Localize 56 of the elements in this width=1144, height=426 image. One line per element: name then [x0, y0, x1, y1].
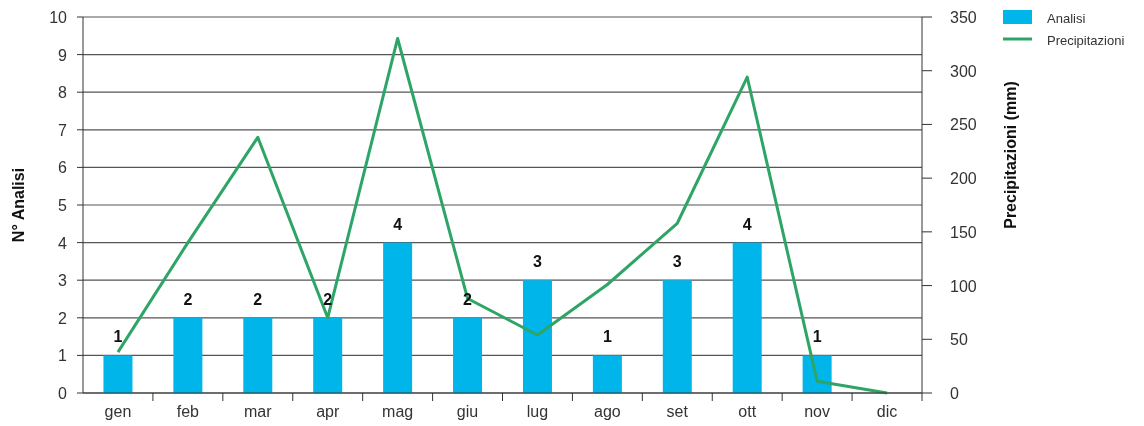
x-tick-label: nov	[804, 403, 831, 420]
x-tick-label: set	[666, 403, 689, 420]
y-tick-label: 7	[58, 121, 68, 139]
y-tick-label: 1	[58, 347, 68, 365]
y2-tick-label: 50	[950, 331, 968, 349]
x-tick-label: mag	[382, 403, 414, 420]
x-tick-label: gen	[104, 403, 132, 420]
y-tick-label: 5	[58, 197, 68, 214]
data-label: 2	[253, 290, 263, 308]
y2-tick-label: 250	[950, 116, 977, 134]
x-tick-label: ago	[594, 403, 621, 420]
bar	[173, 317, 203, 393]
y2-tick-label: 350	[950, 9, 977, 26]
y-tick-label: 10	[49, 9, 68, 26]
bar	[103, 355, 133, 393]
y2-tick-label: 0	[950, 385, 959, 402]
y-tick-label: 0	[58, 385, 68, 402]
y-tick-label: 3	[58, 272, 68, 290]
x-tick-label: mar	[244, 403, 273, 420]
data-label: 3	[533, 253, 543, 271]
y2-axis-title: Precipitazioni (mm)	[1002, 81, 1019, 229]
y-tick-label: 2	[58, 309, 68, 327]
y2-tick-label: 100	[950, 277, 977, 295]
x-tick-label: apr	[316, 403, 340, 420]
x-tick-label: ott	[738, 403, 757, 420]
bar	[732, 242, 762, 393]
y2-tick-label: 150	[950, 223, 977, 241]
y-tick-label: 9	[58, 46, 68, 64]
y-tick-label: 6	[58, 159, 68, 177]
y-tick-label: 4	[58, 234, 68, 252]
legend-label: Precipitazioni	[1047, 33, 1125, 48]
bar	[453, 317, 483, 393]
data-label: 2	[323, 290, 333, 308]
data-label: 3	[672, 253, 682, 271]
bar	[662, 280, 692, 393]
bar	[243, 317, 273, 393]
data-label: 1	[602, 328, 612, 346]
x-tick-label: lug	[526, 403, 549, 420]
bar	[383, 242, 413, 393]
bar	[313, 317, 343, 393]
y2-tick-label: 300	[950, 62, 977, 80]
y-axis-title: N° Analisi	[10, 167, 27, 243]
legend-label: Analisi	[1047, 11, 1086, 26]
data-label: 1	[812, 328, 822, 346]
data-label: 2	[183, 290, 193, 308]
x-tick-label: giu	[456, 403, 479, 420]
line-series	[116, 36, 889, 395]
x-tick-label: feb	[176, 403, 200, 420]
y-tick-label: 8	[58, 84, 68, 102]
data-label: 4	[393, 215, 403, 233]
data-label: 4	[742, 215, 752, 233]
x-tick-label: dic	[876, 403, 898, 420]
bar	[522, 280, 552, 393]
y2-tick-label: 200	[950, 170, 977, 188]
data-label: 1	[113, 328, 123, 346]
bar	[592, 355, 622, 393]
